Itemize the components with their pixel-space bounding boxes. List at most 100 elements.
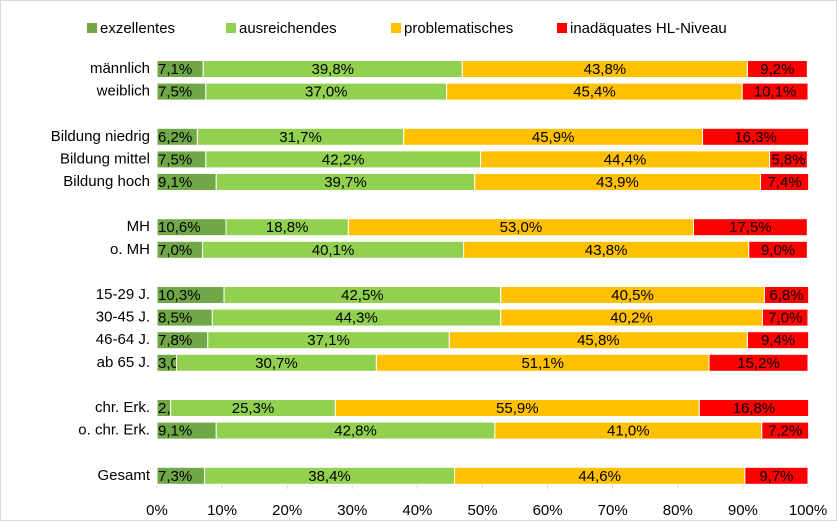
legend-swatch: [87, 23, 97, 33]
category-label: Bildung hoch: [63, 173, 150, 190]
legend-swatch: [391, 23, 401, 33]
legend-swatch: [226, 23, 236, 33]
value-label: 7,0%: [158, 242, 192, 259]
value-label: 7,5%: [158, 84, 192, 101]
category-label: o. chr. Erk.: [78, 422, 150, 439]
bar-segment: [769, 150, 808, 169]
bar-segment: [698, 399, 810, 417]
value-label: 10,6%: [158, 219, 201, 236]
value-label: 7,8%: [158, 332, 192, 349]
value-label: 42,2%: [322, 151, 365, 168]
value-label: 10,1%: [754, 84, 797, 101]
x-tick-label: 40%: [402, 502, 432, 519]
value-label: 55,9%: [496, 400, 539, 417]
value-label: 45,8%: [577, 332, 620, 349]
value-label: 16,8%: [733, 400, 776, 417]
category-label: o. MH: [110, 241, 150, 258]
value-label: 41,0%: [607, 423, 650, 440]
bar-segment: [708, 353, 809, 372]
legend-label: ausreichendes: [239, 20, 337, 37]
value-label: 25,3%: [232, 400, 275, 417]
value-label: 43,9%: [596, 174, 639, 191]
value-label: 6,2%: [158, 129, 192, 146]
x-tick-label: 70%: [598, 502, 628, 519]
bar-segment: [763, 286, 810, 304]
value-label: 7,3%: [158, 468, 192, 485]
bar-segment: [702, 127, 810, 146]
value-label: 44,3%: [335, 310, 378, 327]
value-label: 40,1%: [312, 242, 355, 259]
bar-segment: [761, 308, 809, 327]
value-label: 43,8%: [584, 61, 627, 78]
value-label: 44,4%: [604, 151, 647, 168]
category-label: chr. Erk.: [95, 399, 150, 416]
value-label: 18,8%: [266, 219, 309, 236]
value-label: 7,5%: [158, 151, 192, 168]
x-tick-label: 100%: [789, 502, 827, 519]
value-label: 17,5%: [729, 219, 772, 236]
value-label: 10,3%: [158, 287, 201, 304]
value-label: 9,4%: [761, 332, 795, 349]
x-tick-label: 50%: [467, 502, 497, 519]
value-label: 7,0%: [768, 310, 802, 327]
x-tick-label: 0%: [146, 502, 168, 519]
value-label: 39,8%: [311, 61, 354, 78]
value-label: 45,9%: [532, 129, 575, 146]
value-label: 30,7%: [255, 355, 298, 372]
value-label: 42,5%: [341, 287, 384, 304]
value-label: 9,1%: [158, 423, 192, 440]
value-label: 40,2%: [610, 310, 653, 327]
category-label: 30-45 J.: [96, 309, 150, 326]
category-label: ab 65 J.: [97, 354, 150, 371]
category-label: 15-29 J.: [96, 286, 150, 303]
legend-swatch: [557, 23, 567, 33]
value-label: 9,7%: [759, 468, 793, 485]
x-tick-label: 30%: [337, 502, 367, 519]
x-tick-label: 60%: [533, 502, 563, 519]
value-label: 53,0%: [500, 219, 543, 236]
category-label: Gesamt: [97, 467, 150, 484]
bar-segment: [761, 421, 810, 440]
legend-label: inadäquates HL-Niveau: [570, 20, 727, 37]
value-label: 5,8%: [771, 151, 805, 168]
value-label: 42,8%: [334, 423, 377, 440]
value-label: 16,3%: [734, 129, 777, 146]
bar-segment: [759, 173, 810, 191]
value-label: 15,2%: [737, 355, 780, 372]
value-label: 9,2%: [760, 61, 794, 78]
value-label: 39,7%: [324, 174, 367, 191]
value-label: 7,2%: [768, 423, 802, 440]
value-label: 40,5%: [611, 287, 654, 304]
category-label: Bildung niedrig: [51, 128, 150, 145]
value-label: 37,1%: [307, 332, 350, 349]
category-label: 46-64 J.: [96, 331, 150, 348]
value-label: 9,1%: [158, 174, 192, 191]
value-label: 51,1%: [521, 355, 564, 372]
value-label: 44,6%: [578, 468, 621, 485]
value-label: 43,8%: [585, 242, 628, 259]
x-tick-label: 80%: [663, 502, 693, 519]
bar-segment: [748, 240, 808, 259]
legend-label: problematisches: [404, 20, 513, 37]
category-label: männlich: [90, 60, 150, 77]
value-label: 31,7%: [279, 129, 322, 146]
value-label: 6,8%: [769, 287, 803, 304]
value-label: 37,0%: [305, 84, 348, 101]
category-label: weiblich: [96, 83, 150, 100]
value-label: 38,4%: [308, 468, 351, 485]
x-tick-label: 90%: [728, 502, 758, 519]
bar-segment: [744, 466, 809, 485]
legend-label: exzellentes: [100, 20, 175, 37]
value-label: 8,5%: [158, 310, 192, 327]
value-label: 45,4%: [573, 84, 616, 101]
value-label: 7,1%: [158, 61, 192, 78]
x-tick-label: 10%: [207, 502, 237, 519]
bar-segment: [741, 82, 809, 101]
value-label: 9,0%: [761, 242, 795, 259]
category-label: MH: [127, 218, 150, 235]
value-label: 7,4%: [767, 174, 801, 191]
bar-segment: [746, 60, 808, 78]
